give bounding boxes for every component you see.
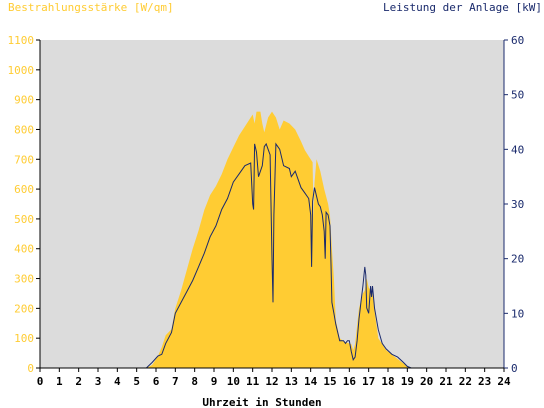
x-tick-label: 22 xyxy=(459,375,472,388)
left-tick-label: 1100 xyxy=(8,34,35,47)
x-tick-label: 19 xyxy=(401,375,414,388)
x-tick-label: 8 xyxy=(191,375,198,388)
x-tick-label: 23 xyxy=(478,375,491,388)
left-tick-label: 0 xyxy=(27,362,34,375)
left-tick-label: 600 xyxy=(14,183,34,196)
left-tick-label: 300 xyxy=(14,273,34,286)
x-tick-label: 1 xyxy=(56,375,63,388)
x-tick-label: 3 xyxy=(95,375,102,388)
left-tick-label: 500 xyxy=(14,213,34,226)
x-tick-label: 9 xyxy=(211,375,218,388)
x-axis-title: Uhrzeit in Stunden xyxy=(202,396,321,408)
tick-labels-layer: 0100200300400500600700800900100011000102… xyxy=(8,34,525,388)
left-tick-label: 200 xyxy=(14,302,34,315)
x-tick-label: 13 xyxy=(285,375,298,388)
x-tick-label: 10 xyxy=(227,375,240,388)
x-tick-label: 18 xyxy=(381,375,394,388)
x-tick-label: 24 xyxy=(497,375,511,388)
right-tick-label: 10 xyxy=(511,307,524,320)
left-tick-label: 900 xyxy=(14,94,34,107)
right-tick-label: 0 xyxy=(511,362,518,375)
x-tick-label: 7 xyxy=(172,375,179,388)
x-tick-label: 14 xyxy=(304,375,318,388)
right-tick-label: 20 xyxy=(511,253,524,266)
x-tick-label: 21 xyxy=(439,375,453,388)
x-tick-label: 0 xyxy=(37,375,44,388)
x-tick-label: 2 xyxy=(75,375,82,388)
x-tick-label: 5 xyxy=(133,375,140,388)
left-tick-label: 800 xyxy=(14,123,34,136)
power-line xyxy=(40,142,504,369)
right-tick-label: 60 xyxy=(511,34,524,47)
right-axis-title: Leistung der Anlage [kW] xyxy=(383,1,542,14)
x-tick-label: 4 xyxy=(114,375,121,388)
x-tick-label: 12 xyxy=(265,375,278,388)
left-tick-label: 100 xyxy=(14,332,34,345)
left-axis-title: Bestrahlungsstärke [W/qm] xyxy=(8,1,174,14)
x-tick-label: 6 xyxy=(153,375,160,388)
left-tick-label: 400 xyxy=(14,243,34,256)
x-tick-label: 15 xyxy=(323,375,336,388)
x-tick-label: 17 xyxy=(362,375,375,388)
right-tick-label: 50 xyxy=(511,89,524,102)
right-tick-label: 40 xyxy=(511,143,524,156)
x-tick-label: 16 xyxy=(343,375,357,388)
x-tick-label: 11 xyxy=(246,375,260,388)
x-tick-label: 20 xyxy=(420,375,433,388)
left-tick-label: 700 xyxy=(14,153,34,166)
right-tick-label: 30 xyxy=(511,198,524,211)
left-tick-label: 1000 xyxy=(8,64,35,77)
power-line-layer xyxy=(40,142,504,369)
